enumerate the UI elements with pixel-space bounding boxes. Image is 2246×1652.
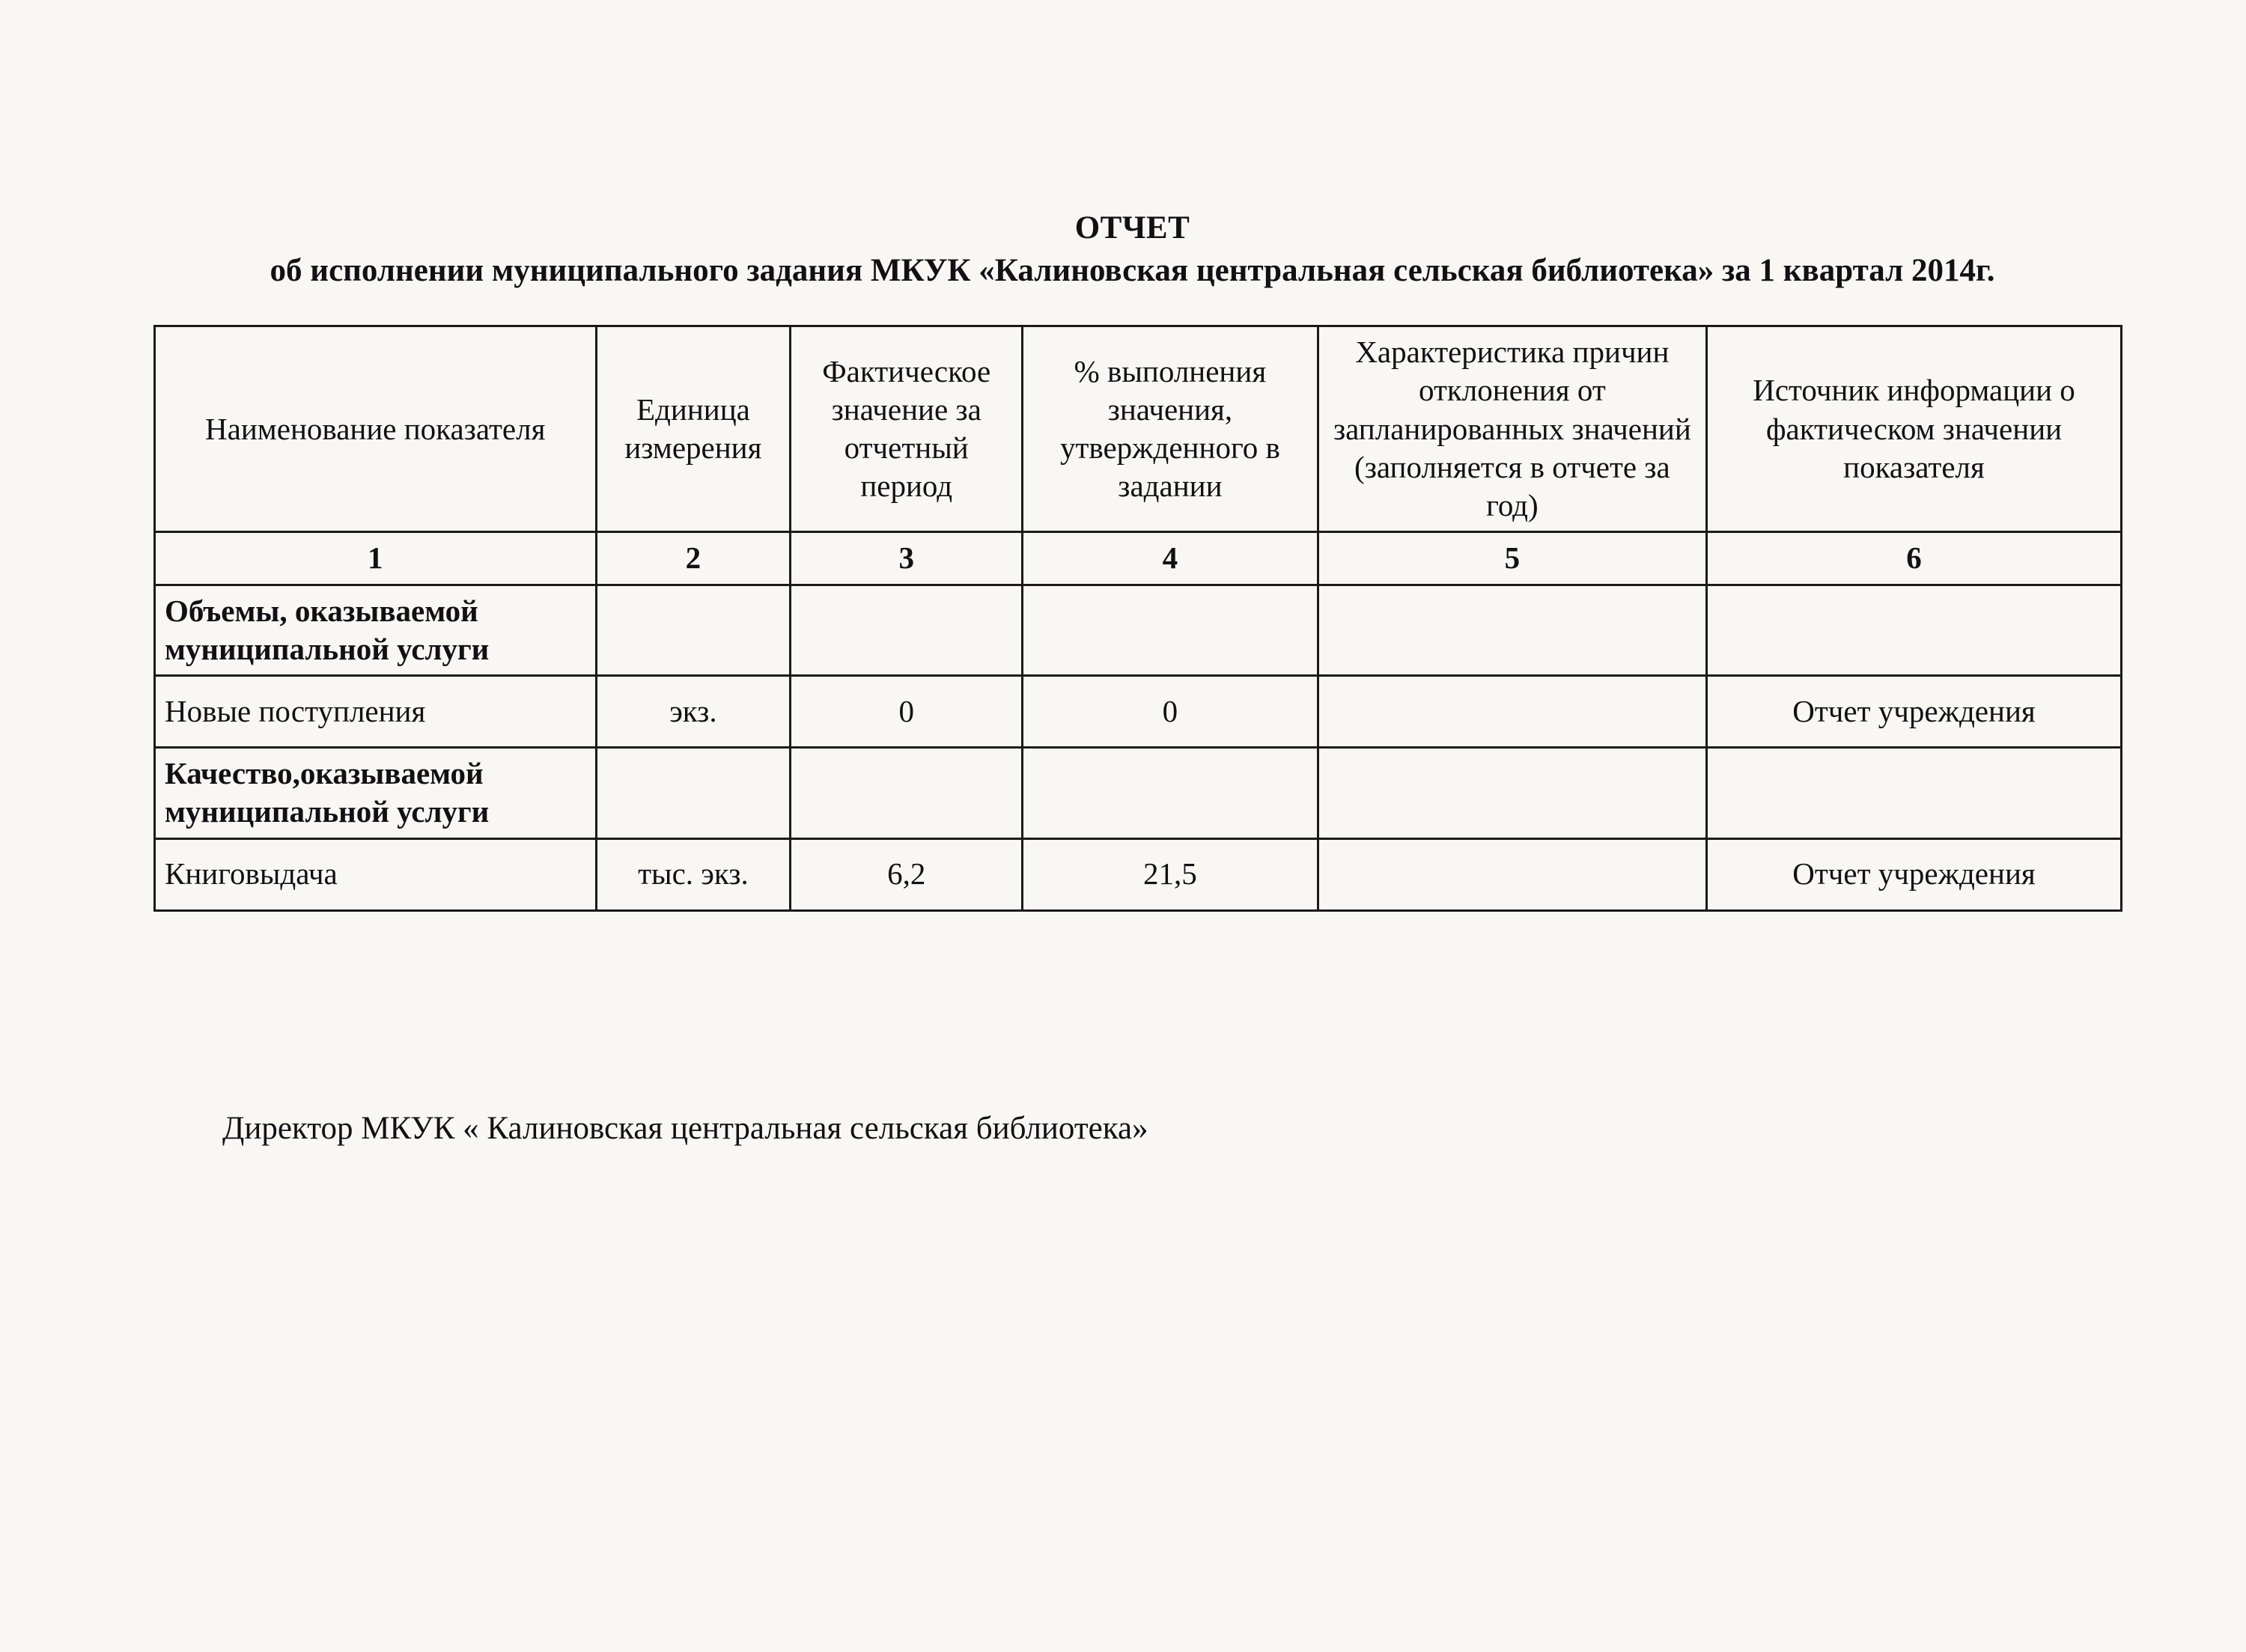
col-number: 3 <box>791 532 1023 585</box>
table-row: Объемы, оказываемой муниципальной услуги <box>155 585 2122 676</box>
cell: Новые поступления <box>155 676 597 748</box>
cell: Отчет учреждения <box>1707 838 2122 910</box>
cell <box>1707 585 2122 676</box>
col-header: Источник информации о фактическом значен… <box>1707 326 2122 532</box>
cell <box>1707 748 2122 839</box>
report-subtitle: об исполнении муниципального задания МКУ… <box>153 252 2111 289</box>
signature-area: « Калиновская центральная » С.А.Горохова <box>1148 1017 2111 1241</box>
document-page: ОТЧЕТ об исполнении муниципального задан… <box>0 0 2246 1652</box>
table-row: Новые поступления экз. 0 0 Отчет учрежде… <box>155 676 2122 748</box>
table-row: Книговыдача тыс. экз. 6,2 21,5 Отчет учр… <box>155 838 2122 910</box>
cell: Книговыдача <box>155 838 597 910</box>
director-role: Директор МКУК « Калиновская центральная … <box>222 1110 1148 1147</box>
col-number: 2 <box>596 532 791 585</box>
col-number: 4 <box>1023 532 1318 585</box>
col-header: Единица измерения <box>596 326 791 532</box>
cell <box>1318 676 1706 748</box>
cell: экз. <box>596 676 791 748</box>
cell: тыс. экз. <box>596 838 791 910</box>
cell <box>1318 585 1706 676</box>
col-header: Фактическое значение за отчетный период <box>791 326 1023 532</box>
cell <box>1318 748 1706 839</box>
col-number: 1 <box>155 532 597 585</box>
cell <box>791 585 1023 676</box>
stamp-icon: « Калиновская центральная » <box>2241 874 2246 1219</box>
col-header: % выполнения значения, утвержденного в з… <box>1023 326 1318 532</box>
title-block: ОТЧЕТ об исполнении муниципального задан… <box>153 210 2111 289</box>
cell: Отчет учреждения <box>1707 676 2122 748</box>
col-number: 6 <box>1707 532 2122 585</box>
col-header: Характеристика причин отклонения от запл… <box>1318 326 1706 532</box>
cell: Объемы, оказываемой муниципальной услуги <box>155 585 597 676</box>
cell: 0 <box>1023 676 1318 748</box>
table-header: Наименование показателя Единица измерени… <box>155 326 2122 532</box>
report-table: Наименование показателя Единица измерени… <box>153 325 2122 912</box>
cell: 6,2 <box>791 838 1023 910</box>
cell <box>596 585 791 676</box>
cell <box>1023 748 1318 839</box>
col-header: Наименование показателя <box>155 326 597 532</box>
column-number-row: 1 2 3 4 5 6 <box>155 532 2122 585</box>
cell: Качество,оказываемой муниципальной услуг… <box>155 748 597 839</box>
cell: 0 <box>791 676 1023 748</box>
cell <box>1023 585 1318 676</box>
signature-line: Директор МКУК « Калиновская центральная … <box>153 1017 2111 1241</box>
report-title: ОТЧЕТ <box>153 210 2111 246</box>
cell <box>791 748 1023 839</box>
col-number: 5 <box>1318 532 1706 585</box>
cell <box>596 748 791 839</box>
cell: 21,5 <box>1023 838 1318 910</box>
cell <box>1318 838 1706 910</box>
table-row: Качество,оказываемой муниципальной услуг… <box>155 748 2122 839</box>
